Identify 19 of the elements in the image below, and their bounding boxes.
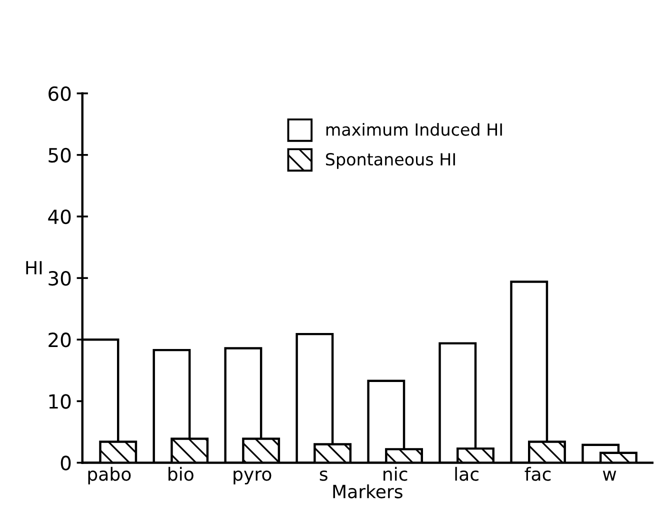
legend-label: maximum Induced HI xyxy=(326,122,502,136)
y-tick-label: 0 xyxy=(60,456,71,470)
x-tick-label: bio xyxy=(168,466,194,481)
y-tick-label: 50 xyxy=(48,148,71,163)
y-tick-label: 60 xyxy=(48,86,71,102)
y-tick-label: 40 xyxy=(48,209,71,224)
x-tick-label: pyro xyxy=(234,470,272,484)
x-tick-label: nic xyxy=(384,466,408,481)
x-tick-label: lac xyxy=(455,466,478,481)
x-tick-label: fac xyxy=(524,466,551,481)
y-tick-label: 20 xyxy=(48,332,71,348)
x-tick-label: pabo xyxy=(88,466,131,484)
y-tick-label: 30 xyxy=(48,271,71,286)
x-axis-title: Markers xyxy=(333,484,402,498)
x-tick-label: w xyxy=(602,470,616,481)
y-tick-label: 10 xyxy=(49,394,71,409)
legend-label: Spontaneous HI xyxy=(326,152,455,169)
y-axis-title: HI xyxy=(26,261,42,274)
x-tick-label: s xyxy=(320,470,328,481)
